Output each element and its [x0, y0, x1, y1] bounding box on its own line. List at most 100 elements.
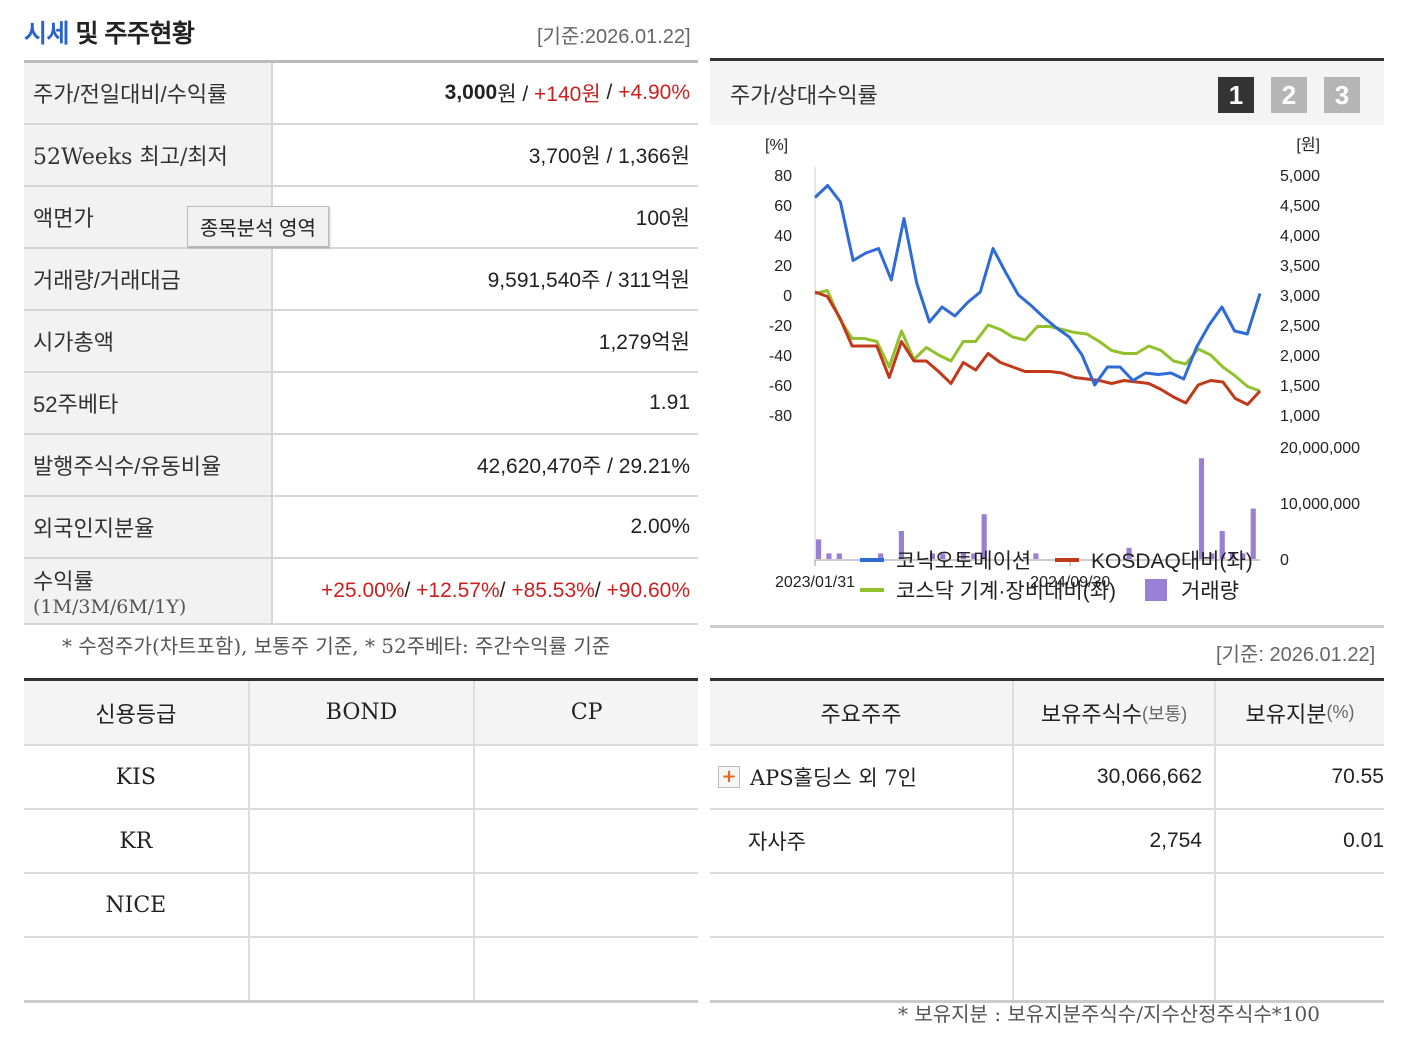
y-left-tick: 0: [783, 288, 792, 305]
table-row: 주가/전일대비/수익률 3,000 원 / +140원 / +4.90%: [24, 63, 698, 125]
row-label: 거래량/거래대금: [24, 249, 273, 309]
price-rate: +4.90%: [618, 81, 690, 104]
header-bond: BOND: [250, 681, 476, 744]
volume-bar: [1250, 508, 1256, 559]
table-row: KR: [24, 810, 698, 874]
separator: /: [594, 579, 607, 602]
row-label: 주가/전일대비/수익률: [24, 63, 273, 123]
row-value: 2.00%: [630, 515, 690, 538]
holder-name: 자사주: [748, 831, 806, 854]
bond-cell: [250, 874, 476, 936]
table-row: [24, 938, 698, 1000]
header-credit-grade: 신용등급: [24, 681, 250, 744]
current-price: 3,000: [444, 81, 498, 104]
volume-bar: [940, 553, 946, 559]
volume-bar: [981, 514, 987, 559]
chart-tab-1[interactable]: 1: [1218, 77, 1254, 113]
y-left-tick: 20: [774, 258, 792, 275]
y-left-tick: -80: [769, 408, 792, 425]
tooltip: 종목분석 영역: [187, 206, 329, 247]
expand-icon[interactable]: +: [718, 766, 740, 788]
y-left-tick: 60: [774, 198, 792, 215]
agency-name: KIS: [24, 746, 250, 808]
row-label: 52주베타: [24, 373, 273, 433]
table-row: 외국인지분율 2.00%: [24, 497, 698, 559]
table-row: 52Weeks 최고/최저 3,700원 / 1,366원: [24, 125, 698, 187]
holder-pct: 70.55: [1331, 765, 1384, 788]
agency-name: NICE: [24, 874, 250, 936]
legend-label: 코닉오토메이션: [896, 550, 1031, 573]
table-row: 거래량/거래대금 9,591,540주 / 311억원: [24, 249, 698, 311]
series-line-0: [813, 184, 1262, 387]
table-row: 자사주 2,754 0.01: [710, 810, 1384, 874]
header-pct: 보유지분 (%): [1216, 681, 1384, 744]
chart-tab-3[interactable]: 3: [1324, 77, 1360, 113]
y-right-tick: 3,500: [1280, 258, 1320, 275]
volume-bar: [1219, 531, 1225, 559]
return-label: 수익률: [33, 569, 94, 594]
shareholder-table: 주요주주 보유주식수 (보통) 보유지분 (%) + APS홀딩스 외 7인 30,0…: [710, 678, 1384, 1003]
return-1m: +25.00%: [320, 579, 405, 602]
header-cp: CP: [570, 700, 603, 725]
table-row: [710, 938, 1384, 1000]
right-axis-unit: [원]: [1296, 136, 1320, 154]
volume-tick: 10,000,000: [1280, 496, 1360, 513]
table-row: KIS: [24, 746, 698, 810]
separator: /: [499, 579, 512, 602]
y-left-tick: 40: [774, 228, 792, 245]
row-value: 1,279억원: [598, 331, 690, 354]
holder-shares: 2,754: [1014, 810, 1216, 872]
header-holder: 주요주주: [710, 681, 1014, 744]
row-value: 100원: [635, 207, 690, 230]
cp-cell: [475, 874, 698, 936]
separator: /: [404, 579, 417, 602]
chart-tab-2[interactable]: 2: [1271, 77, 1307, 113]
y-right-tick: 2,000: [1280, 348, 1320, 365]
volume-bar: [826, 553, 832, 559]
table-row: NICE: [24, 874, 698, 938]
table-header: 주요주주 보유주식수 (보통) 보유지분 (%): [710, 681, 1384, 746]
price-value: 3,000 원 / +140원 / +4.90%: [445, 63, 690, 123]
holder-name: APS홀딩스 외 7인: [750, 766, 917, 790]
cp-cell: [475, 746, 698, 808]
holder-pct: [1216, 874, 1384, 936]
y-right-tick: 5,000: [1280, 168, 1320, 185]
volume-bar: [836, 553, 842, 559]
y-right-tick: 1,500: [1280, 378, 1320, 395]
legend-label: 코스닥 기계·장비대비(좌): [896, 580, 1116, 603]
shareholder-basis-date: [기준: 2026.01.22]: [1216, 644, 1376, 666]
row-value: 3,700원 / 1,366원: [528, 145, 690, 168]
table-row: 발행주식수/유동비율 42,620,470주 / 29.21%: [24, 435, 698, 497]
holder-name: [710, 874, 1014, 936]
volume-bar: [898, 531, 904, 559]
row-label: 시가총액: [24, 311, 273, 371]
return-label-sub: (1M/3M/6M/1Y): [33, 596, 187, 618]
credit-table: 신용등급 BOND CP KIS KR NICE: [24, 678, 698, 1003]
cp-cell: [475, 938, 698, 1000]
volume-bar: [1209, 553, 1215, 559]
row-label: 발행주식수/유동비율: [24, 435, 273, 495]
header-shares: 보유주식수 (보통): [1014, 681, 1216, 744]
header-pct-sub: (%): [1326, 702, 1355, 722]
table-row: [710, 874, 1384, 938]
legend-label: 거래량: [1181, 580, 1239, 603]
row-label: 외국인지분율: [24, 497, 273, 557]
footnote: * 수정주가(차트포함), 보통주 기준, * 52주베타: 주간수익률 기준: [62, 634, 611, 658]
table-row: 시가총액 1,279억원: [24, 311, 698, 373]
basis-date: [기준:2026.01.22]: [537, 26, 691, 48]
holder-name-cell: 자사주: [710, 810, 1014, 872]
row-label: 수익률 (1M/3M/6M/1Y): [24, 559, 273, 623]
agency-name: [24, 938, 250, 1000]
chart-title: 주가/상대수익률: [730, 83, 878, 108]
volume-bar: [960, 553, 967, 559]
row-value: 1.91: [649, 391, 690, 414]
header-shares-sub: (보통): [1142, 703, 1188, 724]
bond-cell: [250, 810, 476, 872]
y-right-tick: 4,500: [1280, 198, 1320, 215]
legend-swatch: [1145, 579, 1167, 601]
series-line-2: [814, 289, 1261, 393]
left-axis-unit: [%]: [765, 137, 788, 154]
chart-panel: 주가/상대수익률 1 2 3 [%] [원] 80 60 40 20 0 -20 -40 -60-…: [710, 58, 1384, 628]
row-value: 42,620,470주 / 29.21%: [476, 455, 690, 478]
y-left-tick: 80: [774, 168, 792, 185]
